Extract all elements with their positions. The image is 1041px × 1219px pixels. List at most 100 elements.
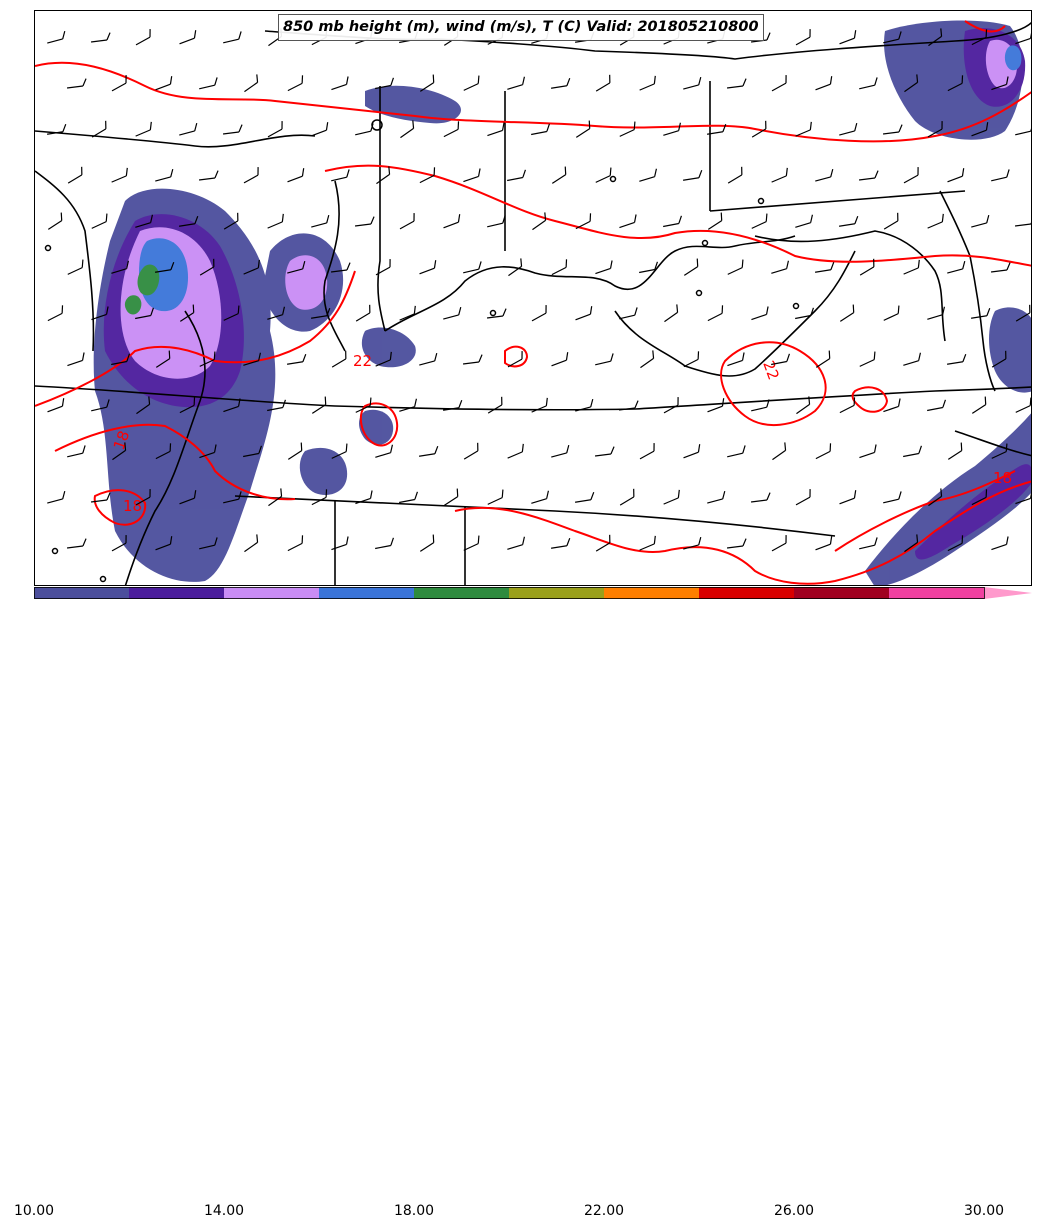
wind-barb	[311, 214, 330, 228]
temperature-contour	[324, 164, 1031, 267]
height-marker	[695, 289, 703, 297]
temperature-contour	[720, 341, 827, 427]
wind-barb	[223, 305, 240, 321]
wind-barb	[47, 30, 66, 44]
wind-barb	[199, 77, 218, 90]
wind-barb	[222, 124, 243, 135]
temperature-contour	[504, 345, 529, 368]
wind-barb	[531, 305, 547, 322]
boundary-line	[35, 170, 95, 352]
wind-barb	[487, 122, 505, 137]
wind-barb	[507, 443, 524, 459]
wind-barb	[111, 75, 127, 92]
wind-barb	[683, 258, 699, 276]
wind-barb	[155, 536, 173, 551]
wind-barb	[575, 120, 591, 138]
wind-barb	[815, 443, 832, 460]
boundary-line	[35, 385, 1031, 411]
wind-barb	[244, 74, 259, 93]
shaded-region-west-green	[137, 264, 160, 296]
wind-barb	[199, 258, 215, 276]
wind-barb	[815, 168, 834, 182]
colorbar-segment	[414, 587, 510, 599]
temperature-contour-labels: 22 22 18 18 18	[110, 352, 1012, 515]
wind-barb	[619, 214, 637, 229]
wind-barb	[91, 213, 108, 229]
wind-barb	[507, 169, 527, 182]
shaded-region-ne-blue	[1004, 45, 1022, 71]
wind-barb	[882, 124, 903, 135]
temperature-contour	[93, 489, 147, 526]
wind-barb	[486, 308, 507, 319]
wind-barb	[223, 398, 241, 413]
wind-barb	[551, 259, 568, 276]
wind-barb	[947, 75, 964, 92]
wind-barb	[903, 167, 919, 184]
colorbar-segment	[34, 587, 130, 599]
wind-barb	[795, 489, 811, 506]
wind-barb	[707, 490, 726, 504]
wind-barb	[726, 78, 747, 89]
shaded-regions	[93, 20, 1031, 585]
wind-barb	[331, 536, 349, 551]
wind-barb	[179, 122, 198, 136]
wind-barb	[904, 534, 919, 553]
wind-barb	[419, 74, 435, 92]
wind-barb	[663, 122, 682, 136]
wind-barb	[815, 350, 831, 368]
boundary-line	[754, 230, 946, 342]
wind-barb	[47, 123, 67, 135]
wind-barb	[419, 260, 437, 275]
wind-barb	[111, 167, 128, 183]
wind-barb	[595, 534, 611, 552]
wind-barb	[331, 76, 349, 91]
wind-barb	[751, 213, 768, 229]
wind-barb	[751, 120, 767, 138]
temperature-contour	[54, 423, 296, 501]
wind-barb	[595, 167, 612, 183]
state-boundaries	[35, 21, 1031, 585]
wind-barb	[375, 537, 395, 550]
wind-barb	[883, 305, 900, 321]
wind-barb	[751, 399, 770, 412]
wind-barb	[287, 442, 303, 460]
wind-barb	[267, 399, 287, 412]
wind-barb	[399, 305, 416, 321]
wind-barb	[618, 400, 639, 411]
wind-barb	[971, 307, 991, 319]
wind-barb	[639, 261, 659, 274]
height-marker	[792, 302, 800, 310]
wind-barb	[135, 121, 152, 137]
wind-barb	[551, 537, 571, 549]
wind-barb	[399, 398, 418, 412]
wind-barb	[91, 120, 107, 138]
wind-barb	[664, 304, 679, 323]
wind-barb	[531, 123, 551, 136]
colorbar-segment	[794, 587, 890, 599]
colorbar-tick-label: 26.00	[773, 1203, 815, 1219]
wind-barb	[707, 398, 725, 413]
colorbar-tick-labels: 10.00 14.00 18.00 22.00 26.00 30.00	[0, 600, 1041, 1219]
map-panel: 22 22 18 18 18	[34, 10, 1032, 586]
wind-barb	[136, 396, 151, 415]
wind-barb	[267, 121, 283, 138]
wind-barb	[927, 306, 946, 320]
wind-barb	[839, 490, 857, 505]
wind-barb	[112, 442, 127, 461]
wind-barb	[771, 167, 788, 183]
wind-barb	[463, 442, 479, 460]
wind-barb	[640, 350, 655, 369]
wind-barb	[575, 306, 593, 321]
colorbar-outline	[34, 587, 985, 599]
wind-barb	[639, 75, 656, 91]
wind-barb	[223, 491, 242, 504]
wind-barb	[331, 350, 347, 368]
wind-barb	[111, 535, 127, 552]
wind-barb	[199, 351, 216, 367]
wind-barb	[727, 166, 743, 184]
wind-barb	[419, 352, 438, 366]
wind-barb	[443, 399, 463, 411]
wind-barb	[575, 491, 595, 503]
wind-barb	[268, 488, 283, 507]
wind-barb	[508, 258, 523, 277]
